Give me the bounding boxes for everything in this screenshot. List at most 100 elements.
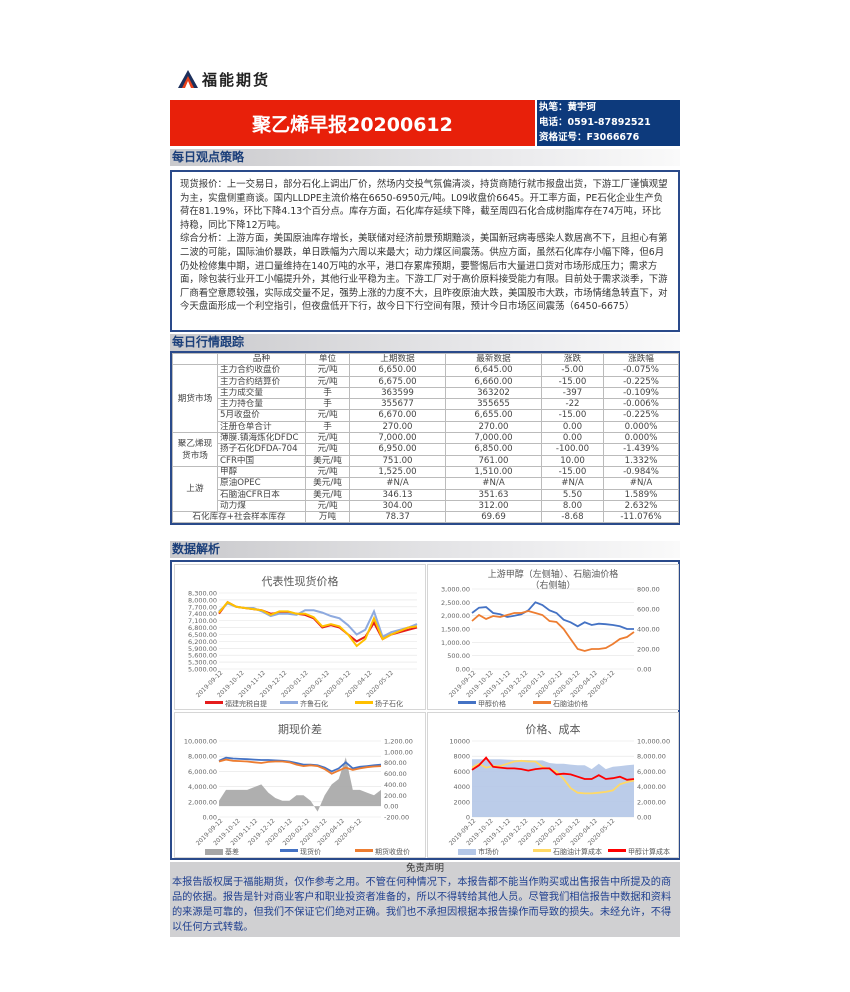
y-tick-label: 3,000.00 [441,586,470,594]
y-tick-label: 2000 [453,798,470,806]
group-label: 期货市场 [172,364,218,434]
table-row: 动力煤 元/吨 304.00 312.00 8.00 2.632% [173,499,679,513]
table-cell: 6,670.00 [349,409,446,422]
table-cell: -100.00 [541,443,604,456]
table-cell: 751.00 [349,454,446,467]
legend-label: 甲醇价格 [478,699,506,708]
table-cell: 元/吨 [305,375,350,388]
header-cell: 品种 [217,352,306,366]
y2-tick-label: 400.00 [637,626,660,634]
y-tick-label: 1,500.00 [441,626,470,634]
legend-label: 福建完税自提 [225,699,267,708]
y-tick-label: 6,000.00 [188,768,217,776]
table-cell: 元/吨 [305,465,350,479]
y-tick-label: 5,900.00 [188,645,217,653]
chart-title: 代表性现货价格 [262,574,339,588]
group-label: 上游 [172,465,218,513]
y2-tick-label: 0.00 [637,666,651,674]
y2-tick-label: 8,000.00 [637,753,666,761]
y-tick-label: 5,300.00 [188,659,217,667]
author-license: 资格证号：F3066676 [539,132,640,143]
table-cell: #N/A [541,477,604,490]
y2-tick-label: 600.00 [637,606,660,614]
table-cell: 363599 [349,386,446,400]
table-row: 期货市场 主力合约收盘价 元/吨 6,650.00 6,645.00 -5.00 -0.07… [172,364,679,434]
table-cell: 304.00 [349,499,446,513]
legend-swatch [608,849,626,852]
table-cell: 1,510.00 [445,465,542,479]
table-cell: -0.225% [603,409,679,422]
legend-swatch [533,701,551,704]
header-cell: 涨跌 [541,352,604,366]
table-cell: 原油OPEC [217,477,306,490]
charts-grid: 代表性现货价格 5,000.00 5,300.00 5,600.00 5,900.00 6… [170,560,680,860]
legend-swatch [355,701,373,704]
series-line [471,610,635,652]
header-cell: 上期数据 [349,352,446,366]
legend-swatch [533,849,551,852]
table-cell: -0.075% [603,364,679,377]
legend-swatch [280,701,298,704]
table-cell: -11.076% [603,511,679,524]
table-cell: -15.00 [541,375,604,388]
header-cell: 最新数据 [445,352,542,366]
legend-label: 石脑油价格 [553,699,588,708]
series-line [218,758,382,775]
table-cell: 元/吨 [305,443,350,456]
table-cell: 761.00 [445,454,542,467]
y2-tick-label: 10,000.00 [637,738,670,746]
table-row: 聚乙烯现货市场 薄膜.镇海炼化DFDC 元/吨 7,000.00 7,000.00 0.0… [172,432,679,467]
legend-label: 现货价 [300,847,321,856]
table-cell: 主力持仓量 [217,398,306,411]
table-cell: 0.000% [603,432,679,445]
y2-tick-label: 200.00 [637,646,660,654]
market-table: 品种 单位 上期数据 最新数据 涨跌 涨跌幅 期货市场 主力合约收盘价 元/吨 6,650.00 6… [170,351,680,526]
y-tick-label: 8,000.00 [188,596,217,604]
y-tick-label: 0.00 [456,666,470,674]
series-area [219,757,381,812]
y-tick-label: 10000 [449,738,470,746]
table-cell: 主力合约结算价 [217,375,306,388]
y-tick-label: 7,700.00 [188,603,217,611]
table-cell: 6,655.00 [445,409,542,422]
table-cell: -8.68 [541,511,604,524]
y2-tick-label: 600.00 [384,770,407,778]
y-tick-label: 8,000.00 [188,753,217,761]
y-tick-label: 4,000.00 [188,783,217,791]
y-tick-label: 5,000.00 [188,666,217,674]
table-cell: 78.37 [349,511,446,524]
table-cell: 注册仓单合计 [217,420,306,434]
y-tick-label: 500.00 [447,652,470,660]
table-cell: 346.13 [349,488,446,501]
table-cell: 7,000.00 [445,432,542,445]
table-cell: #N/A [349,477,446,490]
table-cell: 6,660.00 [445,375,542,388]
y-tick-label: 0 [466,814,470,822]
table-cell: 6,675.00 [349,375,446,388]
table-row: 上游 甲醇 元/吨 1,525.00 1,510.00 -15.00 -0.984% [172,465,679,513]
table-cell: 6,850.00 [445,443,542,456]
table-cell: 1.589% [603,488,679,501]
table-cell: 手 [305,386,350,400]
chart-title: 价格、成本 [526,722,581,736]
table-cell: 美元/吨 [305,488,350,501]
spot-quote-paragraph: 现货报价：上一交易日，部分石化上调出厂价，然场内交投气氛偏清淡，持货商随行就市报… [180,179,668,231]
strategy-text-box: 现货报价：上一交易日，部分石化上调出厂价，然场内交投气氛偏清淡，持货商随行就市报… [170,170,680,332]
y-tick-label: 0.00 [203,814,217,822]
table-cell: 5月收盘价 [217,409,306,422]
author-info: 执笔：黄宇珂 电话：0591-87892521 资格证号：F3066676 [537,100,680,146]
y2-tick-label: 1,200.00 [384,738,413,746]
table-cell: 363202 [445,386,542,400]
table-cell: 0.000% [603,420,679,434]
disclaimer: 免责声明 本报告版权属于福能期货，仅作参考之用。不管在何种情况下，本报告都不能当… [170,862,680,937]
y-tick-label: 8,300.00 [188,590,217,598]
disclaimer-text: 本报告版权属于福能期货，仅作参考之用。不管在何种情况下，本报告都不能当作购买或出… [172,877,672,933]
chart-upstream-prices: 上游甲醇（左侧轴）、石脑油价格 （右侧轴） 0.00 500.00 1,000.00 1,… [427,564,679,710]
table-cell: 元/吨 [305,364,350,377]
y2-tick-label: 0.00 [637,814,651,822]
report-title: 聚乙烯早报20200612 [170,100,535,146]
table-cell: 1.332% [603,454,679,467]
table-cell: 270.00 [349,420,446,434]
y-tick-label: 2,000.00 [188,798,217,806]
table-cell: #N/A [603,477,679,490]
